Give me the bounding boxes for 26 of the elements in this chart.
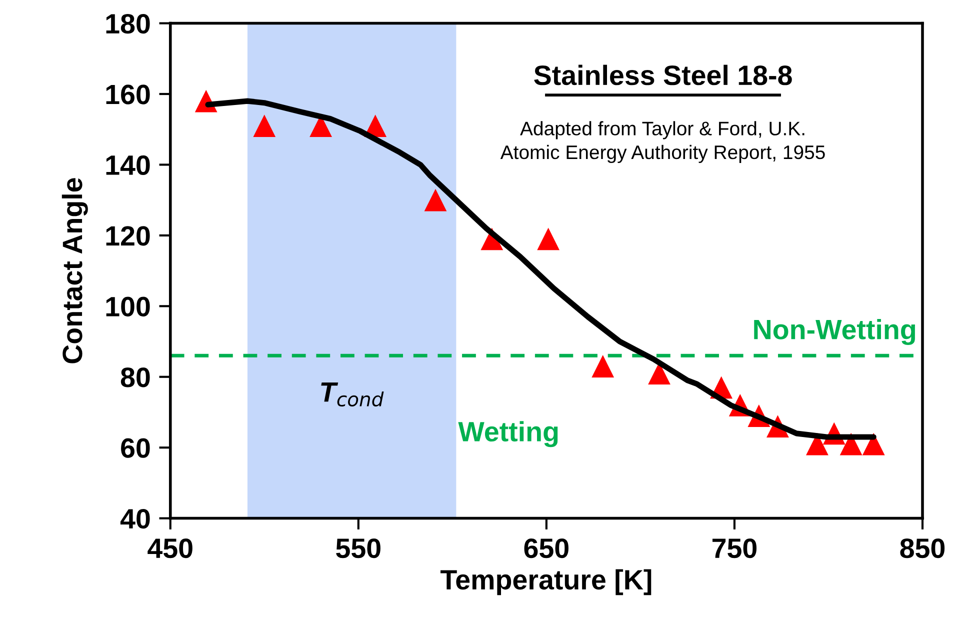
- point: [253, 114, 276, 138]
- annotation: Adapted from Taylor & Ford, U.K. Atomic Energy Authority Report, 1955: [500, 121, 825, 164]
- point: [592, 355, 614, 378]
- y-tick-label: 180: [106, 14, 150, 34]
- y-tick-label: 60: [121, 438, 150, 458]
- ref-line-label: Non-Wetting: [754, 319, 916, 346]
- point: [424, 188, 447, 212]
- y-tick-label: 40: [120, 508, 150, 529]
- point: [537, 228, 560, 250]
- x-tick-label: 650: [524, 538, 568, 558]
- y-tick-label: 100: [106, 296, 150, 316]
- y-tick-label: 120: [106, 226, 150, 246]
- band-label: T$_{cond}$: [321, 382, 384, 406]
- y-tick-label: 140: [106, 155, 150, 176]
- point: [862, 432, 885, 456]
- x-tick-label: 550: [336, 538, 380, 558]
- x-tick-label: 750: [712, 538, 757, 558]
- y-tick-label: 80: [120, 368, 150, 388]
- text: Stainless Steel 18-8: [534, 64, 792, 86]
- x-axis-title: Temperature [K]: [440, 569, 652, 596]
- y-tick-label: 160: [106, 84, 150, 104]
- x-tick-label: 850: [900, 538, 945, 558]
- y-axis-title: Contact Angle: [62, 178, 88, 364]
- annotation: Wetting: [458, 421, 558, 448]
- point: [840, 432, 862, 456]
- x-tick-label: 450: [148, 538, 192, 558]
